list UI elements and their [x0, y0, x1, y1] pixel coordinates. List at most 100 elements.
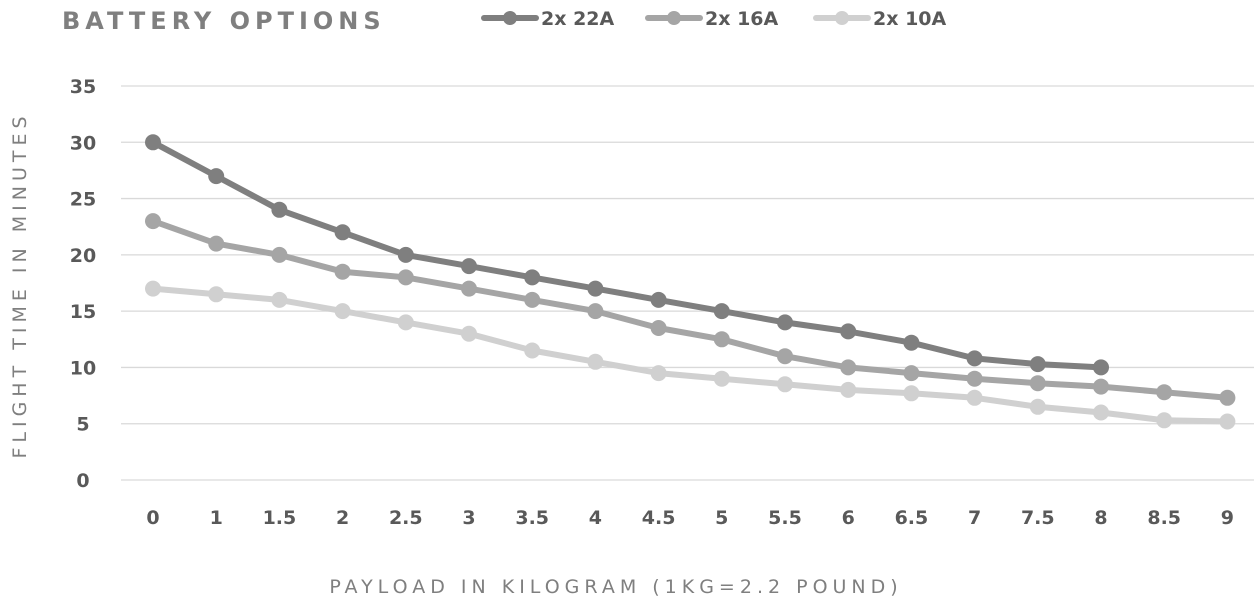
data-point — [966, 370, 983, 387]
y-tick-label: 25 — [70, 189, 96, 211]
x-tick-label: 6.5 — [895, 507, 929, 529]
x-tick-label: 4 — [589, 507, 602, 529]
x-tick-label: 1 — [210, 507, 223, 529]
data-point — [713, 370, 730, 387]
chart-title: BATTERY OPTIONS — [62, 7, 386, 35]
data-point — [208, 286, 225, 303]
legend-label: 2x 16A — [705, 8, 779, 30]
data-point — [524, 291, 541, 308]
data-point — [1219, 413, 1236, 430]
y-tick-label: 20 — [70, 245, 96, 267]
data-point — [1219, 389, 1236, 406]
data-point — [650, 291, 667, 308]
data-point — [777, 376, 793, 393]
legend-item-2: 2x 16A — [645, 8, 779, 30]
data-point — [903, 385, 920, 402]
data-point — [1029, 375, 1046, 392]
data-point — [650, 320, 667, 336]
y-tick-label: 5 — [76, 414, 89, 436]
data-point — [966, 350, 983, 367]
data-point — [587, 303, 604, 320]
series-line — [150, 139, 1104, 371]
data-point — [777, 314, 793, 331]
data-point — [524, 342, 541, 359]
data-point — [397, 246, 414, 263]
series-layer — [145, 134, 1236, 430]
data-point — [840, 381, 857, 398]
data-point — [1093, 359, 1109, 376]
series-2 — [145, 213, 1236, 406]
data-point — [397, 269, 414, 286]
x-tick-label: 5 — [715, 507, 728, 529]
x-tick-label: 0 — [146, 507, 159, 529]
y-tick-label: 0 — [76, 470, 89, 492]
data-point — [271, 246, 288, 263]
data-point — [1093, 404, 1109, 421]
data-point — [1156, 384, 1173, 401]
series-line — [150, 285, 1231, 425]
series-line — [150, 218, 1231, 401]
y-tick-label: 15 — [70, 301, 96, 323]
data-point — [903, 365, 920, 382]
data-point — [903, 334, 920, 351]
data-point — [1029, 356, 1046, 373]
data-point — [587, 280, 604, 297]
legend-label: 2x 22A — [541, 8, 615, 30]
x-axis-title: PAYLOAD IN KILOGRAM (1KG=2.2 POUND) — [329, 576, 902, 598]
data-point — [334, 303, 351, 320]
data-point — [650, 365, 667, 382]
legend-item-3: 2x 10A — [813, 8, 947, 30]
legend-label: 2x 10A — [873, 8, 947, 30]
data-point — [966, 389, 983, 406]
data-point — [587, 353, 604, 370]
legend-swatch-marker — [667, 11, 681, 25]
x-tick-label: 6 — [842, 507, 855, 529]
data-point — [461, 258, 477, 275]
y-tick-label: 35 — [70, 76, 96, 98]
data-point — [461, 325, 477, 342]
x-tick-label: 7 — [968, 507, 981, 529]
x-axis-tick-labels: 0 1 1.5 2 2.5 3 3.5 4 4.5 5 5.5 6 6.5 7 7.5 8 8.5 9 — [146, 507, 1234, 529]
data-point — [145, 134, 161, 151]
legend: 2x 22A 2x 16A 2x 10A — [481, 8, 947, 30]
x-tick-label: 8.5 — [1147, 507, 1181, 529]
data-point — [334, 224, 351, 241]
x-tick-label: 3 — [462, 507, 475, 529]
data-point — [524, 269, 541, 286]
y-axis-tick-labels: 0 5 10 15 20 25 30 35 — [70, 76, 96, 492]
x-tick-label: 3.5 — [515, 507, 549, 529]
y-tick-label: 10 — [70, 357, 96, 379]
data-point — [713, 303, 730, 320]
x-tick-label: 8 — [1094, 507, 1107, 529]
x-tick-label: 2.5 — [389, 507, 423, 529]
series-1 — [145, 134, 1109, 376]
data-point — [334, 263, 351, 280]
data-point — [713, 331, 730, 348]
y-tick-label: 30 — [70, 132, 96, 154]
gridlines — [121, 85, 1254, 481]
x-tick-label: 1.5 — [263, 507, 297, 529]
data-point — [1029, 398, 1046, 415]
x-tick-label: 5.5 — [768, 507, 802, 529]
data-point — [840, 359, 857, 376]
data-point — [397, 314, 414, 331]
data-point — [461, 280, 477, 297]
legend-item-1: 2x 22A — [481, 8, 615, 30]
legend-swatch-marker — [503, 11, 517, 25]
y-axis-title: FLIGHT TIME IN MINUTES — [9, 111, 31, 458]
series-3 — [145, 280, 1236, 430]
data-point — [208, 235, 225, 252]
data-point — [271, 291, 288, 308]
data-point — [208, 168, 225, 185]
data-point — [145, 213, 161, 230]
x-tick-label: 9 — [1221, 507, 1234, 529]
data-point — [145, 280, 161, 297]
data-point — [840, 323, 857, 340]
x-tick-label: 2 — [336, 507, 349, 529]
data-point — [777, 348, 793, 365]
data-point — [271, 201, 288, 218]
x-tick-label: 4.5 — [642, 507, 676, 529]
data-point — [1093, 378, 1109, 395]
data-point — [1156, 412, 1173, 429]
